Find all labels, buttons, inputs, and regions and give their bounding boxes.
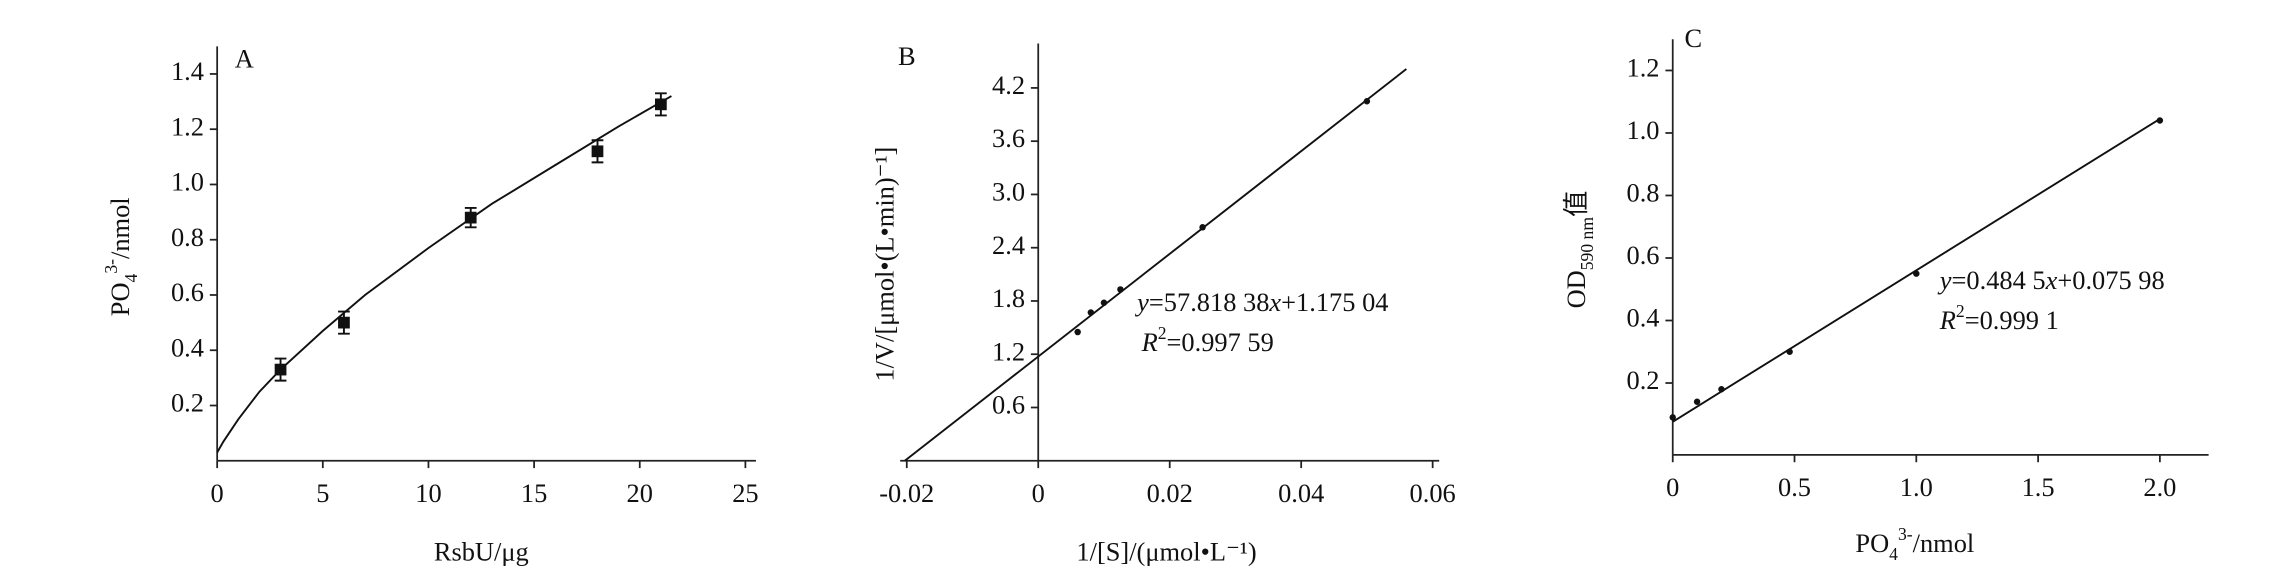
x-tick-label: 1.5 bbox=[2022, 472, 2055, 502]
y-tick-label: 0.8 bbox=[1627, 178, 1660, 208]
x-axis-label: 1/[S]/(μmol•L⁻¹) bbox=[1076, 537, 1256, 567]
text-part: =57.818 38 bbox=[1149, 287, 1270, 317]
y-tick-label: 0.4 bbox=[1627, 303, 1660, 333]
text-part: 3- bbox=[1898, 524, 1913, 544]
point bbox=[655, 98, 667, 111]
y-axis-label: 1/V/[μmol•(L•min)⁻¹] bbox=[870, 147, 900, 382]
fit-line bbox=[216, 95, 672, 453]
text-part: PO bbox=[1855, 528, 1889, 558]
x-tick-label: 0 bbox=[1666, 472, 1679, 502]
x-tick-label: 0.02 bbox=[1147, 478, 1193, 508]
text-part: x bbox=[2045, 265, 2058, 295]
y-tick-label: 2.4 bbox=[992, 230, 1025, 260]
y-axis-label: PO43-/nmol bbox=[101, 197, 141, 316]
text-part: 1/[S]/(μmol•L⁻¹) bbox=[1076, 537, 1256, 567]
y-tick-label: 0.8 bbox=[171, 222, 204, 252]
x-tick-label: 0 bbox=[1032, 478, 1045, 508]
text-part: 4 bbox=[121, 273, 141, 282]
y-tick-label: 0.4 bbox=[171, 332, 204, 362]
text-part: 1/V/[μmol•(L•min)⁻¹] bbox=[870, 147, 900, 382]
point bbox=[1693, 398, 1701, 405]
point bbox=[338, 316, 350, 329]
y-tick-label: 4.2 bbox=[992, 70, 1025, 100]
y-tick-label: 0.6 bbox=[992, 390, 1025, 420]
x-tick-label: 0.5 bbox=[1778, 472, 1811, 502]
text-part: y bbox=[1937, 265, 1952, 295]
text-part: x bbox=[1268, 287, 1281, 317]
text-part: 2 bbox=[1158, 323, 1167, 343]
y-tick-label: 0.6 bbox=[1627, 240, 1660, 270]
text-part: 4 bbox=[1889, 544, 1898, 564]
x-axis-label: PO43-/nmol bbox=[1855, 524, 1974, 564]
text-part: /nmol bbox=[105, 197, 135, 259]
annotation: R2=0.999 1 bbox=[1939, 301, 2059, 335]
text-part: OD bbox=[1561, 270, 1591, 308]
annotation: R2=0.997 59 bbox=[1141, 323, 1274, 357]
x-tick-label: 0.06 bbox=[1410, 478, 1456, 508]
x-tick-label: 25 bbox=[732, 478, 758, 508]
text-part: =0.997 59 bbox=[1167, 327, 1274, 357]
point bbox=[1669, 414, 1676, 421]
x-tick-label: 5 bbox=[316, 478, 329, 508]
y-tick-label: 1.8 bbox=[992, 283, 1025, 313]
text-part: y bbox=[1134, 287, 1149, 317]
text-part: R bbox=[1141, 327, 1158, 357]
x-axis-label: RsbU/μg bbox=[434, 537, 529, 567]
x-tick-label: -0.02 bbox=[879, 478, 934, 508]
x-tick-label: 10 bbox=[415, 478, 441, 508]
annotation: y=0.484 5x+0.075 98 bbox=[1937, 265, 2165, 295]
panel-label: B bbox=[898, 41, 916, 71]
point bbox=[591, 145, 604, 158]
y-tick-label: 0.2 bbox=[1627, 365, 1660, 395]
y-tick-label: 1.2 bbox=[1627, 53, 1660, 83]
text-part: 590 nm bbox=[1577, 217, 1597, 271]
y-tick-label: 1.2 bbox=[171, 111, 204, 141]
panel-label: C bbox=[1684, 23, 1702, 53]
annotation: y=57.818 38x+1.175 04 bbox=[1134, 287, 1388, 317]
x-tick-label: 2.0 bbox=[2143, 472, 2176, 502]
text-part: 值 bbox=[1561, 191, 1591, 217]
y-tick-label: 0.2 bbox=[171, 388, 204, 418]
x-tick-label: 0.04 bbox=[1278, 478, 1324, 508]
text-part: +0.075 98 bbox=[2057, 265, 2164, 295]
text-part: +1.175 04 bbox=[1281, 287, 1388, 317]
x-tick-label: 20 bbox=[627, 478, 653, 508]
text-part: /nmol bbox=[1913, 528, 1975, 558]
point bbox=[1074, 328, 1081, 336]
text-part: =0.999 1 bbox=[1965, 305, 2059, 335]
text-part: 3- bbox=[101, 259, 121, 274]
y-axis-label: OD590 nm值 bbox=[1561, 191, 1597, 309]
y-tick-label: 0.6 bbox=[171, 277, 204, 307]
text-part: PO bbox=[105, 282, 135, 316]
x-tick-label: 0 bbox=[211, 478, 224, 508]
y-tick-label: 1.0 bbox=[171, 167, 204, 197]
y-tick-label: 3.0 bbox=[992, 177, 1025, 207]
fit-line bbox=[904, 68, 1407, 462]
text-part: RsbU/μg bbox=[434, 537, 529, 567]
y-tick-label: 1.2 bbox=[992, 336, 1025, 366]
y-tick-label: 1.4 bbox=[171, 56, 204, 86]
x-tick-label: 1.0 bbox=[1900, 472, 1933, 502]
text-part: =0.484 5 bbox=[1952, 265, 2046, 295]
y-tick-label: 3.6 bbox=[992, 123, 1025, 153]
panel-label: A bbox=[235, 44, 254, 74]
text-part: 2 bbox=[1956, 301, 1965, 321]
text-part: R bbox=[1939, 305, 1956, 335]
fit-line bbox=[1672, 118, 2161, 423]
y-tick-label: 1.0 bbox=[1627, 115, 1660, 145]
x-tick-label: 15 bbox=[521, 478, 547, 508]
